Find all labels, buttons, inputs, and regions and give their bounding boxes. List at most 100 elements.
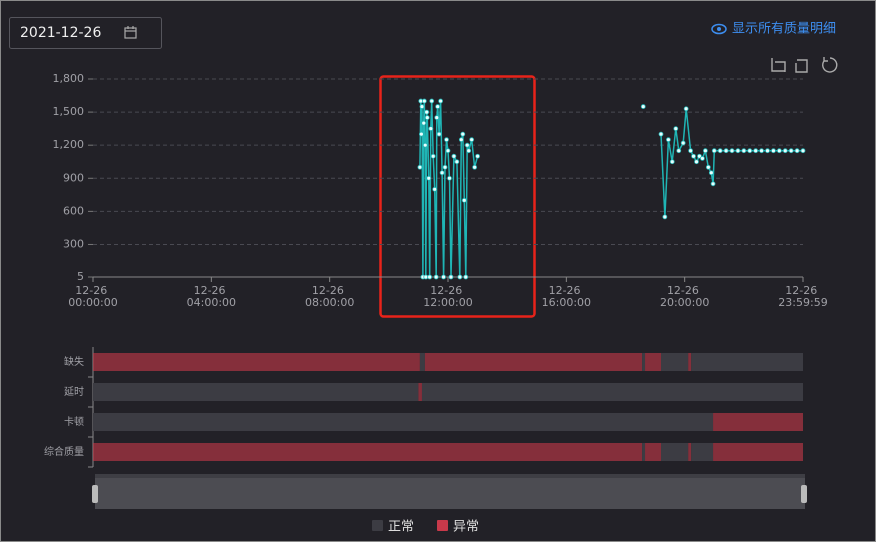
status-segment bbox=[419, 353, 425, 371]
data-point bbox=[428, 126, 434, 132]
x-tick-label: 12-26 08:00:00 bbox=[305, 284, 354, 309]
data-point bbox=[469, 137, 475, 143]
data-point bbox=[424, 115, 430, 121]
status-segment bbox=[688, 353, 692, 371]
data-point bbox=[735, 148, 741, 154]
status-segment bbox=[93, 353, 420, 371]
data-point bbox=[466, 148, 472, 154]
status-segment bbox=[661, 353, 689, 371]
status-segment bbox=[661, 443, 689, 461]
legend-swatch bbox=[372, 520, 383, 531]
date-input[interactable] bbox=[9, 17, 162, 49]
status-segment bbox=[642, 443, 646, 461]
data-point bbox=[723, 148, 729, 154]
data-point bbox=[782, 148, 788, 154]
data-point bbox=[710, 181, 716, 187]
zoom-window bbox=[95, 478, 805, 509]
data-point bbox=[794, 148, 800, 154]
y-tick-label: 1,800 bbox=[53, 72, 85, 85]
data-point bbox=[419, 104, 425, 109]
data-point bbox=[430, 153, 436, 159]
data-point bbox=[683, 106, 689, 112]
data-point bbox=[417, 164, 423, 170]
data-point bbox=[451, 153, 457, 159]
x-tick-label: 12-26 16:00:00 bbox=[542, 284, 591, 309]
row-label: 卡顿 bbox=[64, 415, 84, 428]
toolbar[interactable] bbox=[771, 57, 838, 73]
status-segment bbox=[418, 383, 422, 401]
detail-link[interactable]: 显示所有质量明细 bbox=[732, 22, 836, 37]
status-segment bbox=[713, 443, 803, 461]
status-segment bbox=[691, 443, 714, 461]
data-point bbox=[448, 274, 454, 280]
status-segment bbox=[93, 383, 419, 401]
y-tick-label: 900 bbox=[63, 171, 84, 184]
data-point bbox=[421, 120, 427, 126]
data-point bbox=[662, 214, 668, 220]
data-point bbox=[422, 142, 428, 148]
data-point bbox=[472, 164, 478, 170]
y-tick-label: 1,500 bbox=[53, 105, 85, 118]
legend-label: 正常 bbox=[388, 520, 414, 535]
data-point bbox=[463, 274, 469, 280]
data-point bbox=[771, 148, 776, 154]
data-point bbox=[640, 104, 646, 109]
status-segment bbox=[645, 353, 662, 371]
data-point bbox=[788, 148, 794, 154]
data-point bbox=[426, 175, 432, 181]
status-segment bbox=[93, 443, 643, 461]
data-point bbox=[454, 159, 460, 165]
x-tick-label: 12-26 12:00:00 bbox=[423, 284, 472, 309]
data-point bbox=[759, 148, 764, 154]
status-segment bbox=[688, 443, 692, 461]
y-tick-label: 300 bbox=[63, 237, 84, 250]
status-segment bbox=[645, 443, 662, 461]
data-point bbox=[708, 170, 714, 176]
data-point bbox=[432, 186, 438, 192]
x-tick-label: 12-26 23:59:59 bbox=[778, 284, 827, 309]
data-point bbox=[442, 164, 448, 170]
data-point bbox=[711, 148, 717, 154]
x-tick-label: 12-26 04:00:00 bbox=[187, 284, 236, 309]
x-tick-label: 12-26 00:00:00 bbox=[68, 284, 117, 309]
data-point bbox=[765, 148, 770, 154]
status-segment bbox=[713, 413, 803, 431]
data-point bbox=[424, 109, 430, 115]
data-point bbox=[438, 98, 444, 104]
data-point bbox=[776, 148, 782, 154]
data-point bbox=[461, 197, 467, 203]
data-point bbox=[800, 148, 806, 154]
data-point bbox=[688, 148, 693, 154]
data-point bbox=[753, 148, 759, 154]
data-point bbox=[680, 140, 686, 146]
data-point bbox=[445, 148, 451, 154]
status-segment bbox=[691, 353, 803, 371]
y-tick-label: 1,200 bbox=[53, 138, 85, 151]
legend-swatch bbox=[437, 520, 448, 531]
data-point bbox=[673, 126, 679, 132]
status-segment bbox=[93, 413, 714, 431]
date-text: 2021-12-26 bbox=[20, 25, 101, 41]
data-point bbox=[421, 98, 427, 104]
status-segment bbox=[424, 353, 643, 371]
y-tick-label: 600 bbox=[63, 204, 84, 217]
data-point bbox=[475, 153, 480, 159]
calendar-icon[interactable] bbox=[124, 26, 137, 39]
data-point bbox=[433, 274, 439, 280]
data-point bbox=[458, 137, 464, 143]
data-point bbox=[457, 274, 463, 280]
highlight-box bbox=[379, 75, 536, 318]
data-point bbox=[729, 148, 735, 154]
row-label: 缺失 bbox=[64, 355, 84, 368]
zoom-handle[interactable] bbox=[92, 485, 98, 503]
data-point bbox=[700, 156, 705, 161]
eye-icon[interactable] bbox=[711, 23, 727, 35]
zoom-handle[interactable] bbox=[801, 485, 807, 503]
x-tick-label: 12-26 20:00:00 bbox=[660, 284, 709, 309]
data-point bbox=[427, 274, 433, 280]
data-point bbox=[669, 159, 675, 165]
row-label: 综合质量 bbox=[44, 445, 84, 458]
data-point bbox=[447, 175, 452, 181]
status-segment bbox=[421, 383, 803, 401]
